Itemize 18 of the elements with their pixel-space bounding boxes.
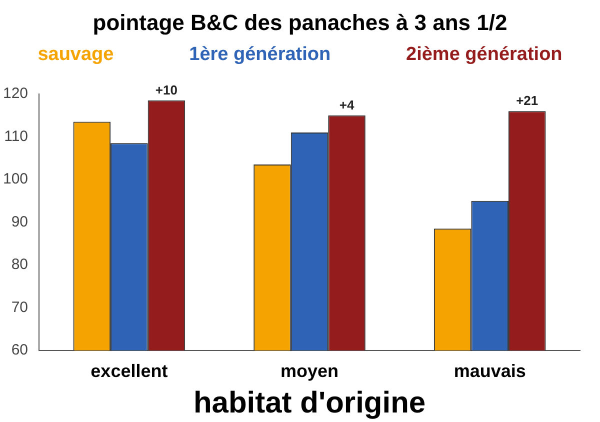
x-axis-title: habitat d'origine xyxy=(193,386,426,420)
x-tick-label: moyen xyxy=(280,361,339,382)
y-tick-label: 70 xyxy=(11,298,28,316)
y-tick-label: 110 xyxy=(4,128,28,145)
annotation: +10 xyxy=(155,82,178,98)
x-tick-label: excellent xyxy=(90,361,168,382)
chart-title: pointage B&C des panaches à 3 ans 1/2 xyxy=(92,9,508,37)
annotation: +21 xyxy=(516,93,538,108)
text: 1ère génération xyxy=(189,44,331,67)
y-tick-label: 100 xyxy=(2,170,28,188)
y-tick-label: 120 xyxy=(2,85,28,102)
y-tick-label: 60 xyxy=(11,342,28,359)
y-tick-label: 90 xyxy=(11,213,28,230)
x-tick-label: mauvais xyxy=(454,361,526,382)
annotation: +4 xyxy=(339,97,355,112)
text: sauvage xyxy=(38,44,114,67)
y-tick-label: 80 xyxy=(11,256,28,274)
text: 2ième génération xyxy=(406,44,562,67)
